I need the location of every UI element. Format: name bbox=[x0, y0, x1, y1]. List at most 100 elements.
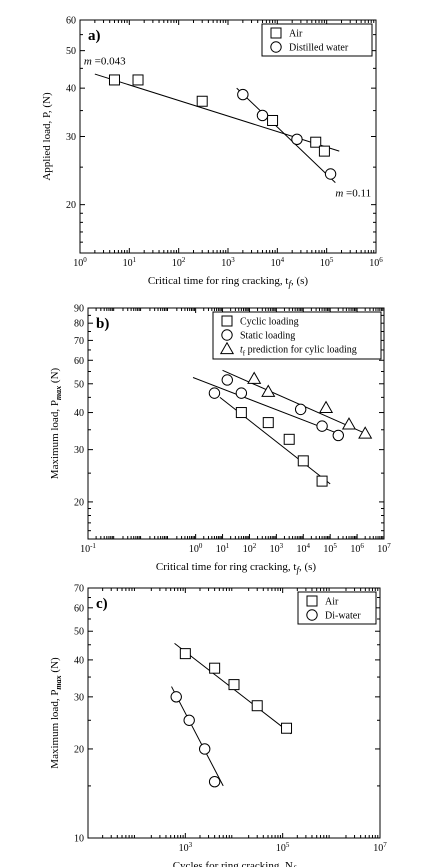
data-point bbox=[108, 74, 120, 86]
y-tick-label: 20 bbox=[74, 497, 84, 508]
legend: Cyclic loading Static loading tf predictio… bbox=[212, 311, 382, 360]
x-tick-label: 105 bbox=[276, 841, 290, 854]
y-axis-label: Maximum load, Pmax (N) bbox=[49, 657, 63, 769]
data-point bbox=[324, 168, 337, 180]
legend-entry: tf prediction for cylic loading bbox=[240, 345, 357, 358]
series-circle bbox=[237, 88, 337, 180]
legend-marker bbox=[306, 595, 318, 607]
x-tick-label: 100 bbox=[73, 256, 87, 269]
x-tick-label: 103 bbox=[221, 256, 235, 269]
legend-marker bbox=[306, 609, 318, 621]
x-tick-label: 104 bbox=[297, 542, 311, 555]
data-point bbox=[358, 426, 373, 439]
y-tick-label: 30 bbox=[66, 132, 76, 143]
y-tick-label: 20 bbox=[74, 744, 84, 755]
x-tick-label: 102 bbox=[172, 256, 186, 269]
data-point bbox=[267, 114, 279, 126]
legend: Air Distilled water bbox=[261, 23, 373, 57]
chart-panel-3: 103 105 107 10 20 30 40 50 60 70 c) Cycles for ring… bbox=[49, 584, 387, 867]
legend-marker bbox=[219, 341, 235, 355]
y-tick-label: 80 bbox=[74, 319, 84, 330]
plot-frame bbox=[87, 587, 381, 839]
y-tick-label: 90 bbox=[74, 304, 84, 315]
data-point bbox=[237, 88, 249, 101]
y-axis-label: Applied load, P, (N) bbox=[41, 92, 53, 181]
data-point bbox=[262, 417, 274, 429]
data-point bbox=[208, 775, 221, 788]
fit-line bbox=[171, 686, 224, 787]
legend-entry: Static loading bbox=[240, 331, 295, 342]
data-point bbox=[251, 700, 263, 712]
chart-panel-2: 10-1 100 101 102 103 104 105 106 107 20 30 40 50 60 70… bbox=[49, 304, 391, 576]
data-point bbox=[170, 691, 182, 703]
legend-entry: Cyclic loading bbox=[240, 317, 299, 328]
data-point bbox=[318, 400, 334, 413]
data-point bbox=[208, 387, 221, 399]
legend-box bbox=[212, 311, 382, 360]
data-point bbox=[316, 475, 328, 487]
legend-entry: Distilled water bbox=[289, 43, 349, 54]
x-tick-label: 102 bbox=[243, 542, 257, 555]
x-tick-label: 101 bbox=[216, 542, 230, 555]
data-point bbox=[297, 455, 309, 467]
x-tick-label: 10-1 bbox=[80, 542, 96, 555]
panel-label: a) bbox=[88, 28, 101, 44]
data-point bbox=[310, 136, 322, 148]
series-circle bbox=[170, 691, 221, 788]
y-tick-label: 50 bbox=[66, 46, 76, 57]
data-point bbox=[256, 109, 269, 122]
data-point bbox=[261, 384, 276, 397]
data-point bbox=[183, 714, 195, 726]
y-tick-label: 30 bbox=[74, 445, 84, 456]
data-point bbox=[196, 95, 208, 107]
y-axis-label: Maximum load, Pmax (N) bbox=[49, 367, 63, 479]
y-tick-label: 60 bbox=[74, 356, 84, 367]
y-tick-label: 30 bbox=[74, 692, 84, 703]
series-triangle bbox=[247, 371, 373, 439]
legend: Air Di-water bbox=[297, 591, 377, 625]
x-tick-label: 107 bbox=[373, 841, 387, 854]
y-tick-label: 60 bbox=[66, 16, 76, 27]
x-tick-label: 100 bbox=[189, 542, 203, 555]
data-point bbox=[228, 679, 240, 691]
data-point bbox=[341, 417, 357, 430]
y-tick-label: 70 bbox=[74, 336, 84, 347]
x-tick-label: 106 bbox=[369, 256, 383, 269]
legend-marker bbox=[221, 315, 233, 327]
data-point bbox=[332, 429, 344, 442]
y-tick-label: 50 bbox=[74, 379, 84, 390]
data-point bbox=[132, 74, 144, 86]
data-point bbox=[294, 403, 307, 416]
x-tick-label: 103 bbox=[179, 841, 193, 854]
legend-entry: Di-water bbox=[325, 611, 361, 622]
fit-line bbox=[236, 87, 336, 183]
y-tick-label: 60 bbox=[74, 603, 84, 614]
data-point bbox=[283, 433, 295, 445]
chart-panel-1: 100 101 102 103 104 105 106 20 30 40 50 60 a) Critica… bbox=[41, 16, 383, 290]
x-axis-label: Critical time for ring cracking, tf, (s) bbox=[148, 275, 308, 289]
x-tick-label: 101 bbox=[123, 256, 137, 269]
slope-annotation: m =0.11 bbox=[335, 187, 371, 199]
x-tick-label: 105 bbox=[323, 542, 337, 555]
panel-label: c) bbox=[96, 596, 108, 612]
legend-marker bbox=[221, 329, 233, 341]
x-tick-label: 105 bbox=[320, 256, 334, 269]
y-tick-label: 40 bbox=[66, 84, 76, 95]
data-point bbox=[316, 420, 328, 432]
data-point bbox=[235, 407, 247, 419]
legend-entry: Air bbox=[289, 29, 303, 40]
x-axis-label: Critical time for ring cracking, tf, (s) bbox=[156, 561, 316, 575]
y-tick-label: 10 bbox=[74, 834, 84, 845]
data-point bbox=[318, 145, 330, 157]
slope-annotation: m =0.043 bbox=[84, 56, 126, 68]
y-tick-label: 50 bbox=[74, 627, 84, 638]
legend-entry: Air bbox=[325, 597, 339, 608]
data-point bbox=[291, 133, 303, 146]
panel-label: b) bbox=[96, 316, 109, 332]
x-tick-label: 106 bbox=[350, 542, 364, 555]
data-point bbox=[247, 371, 262, 384]
data-point bbox=[198, 743, 211, 755]
plot-frame bbox=[87, 307, 385, 540]
x-axis-label: Cycles for ring cracking, Nf bbox=[173, 860, 297, 867]
